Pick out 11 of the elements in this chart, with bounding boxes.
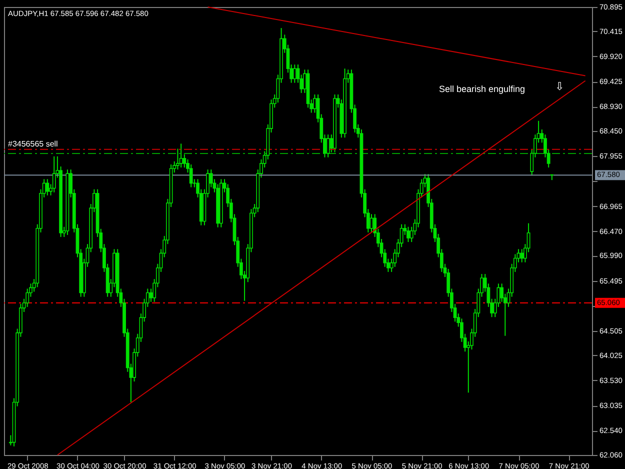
ref-line-label: #3456565 sell bbox=[8, 139, 58, 148]
candlestick bbox=[46, 178, 50, 196]
annotation: ⇩ bbox=[555, 81, 564, 93]
candlestick bbox=[292, 64, 296, 84]
candlestick bbox=[189, 164, 193, 188]
candlestick bbox=[52, 156, 56, 193]
candlestick bbox=[179, 143, 183, 168]
candlestick bbox=[520, 248, 524, 263]
annotation: Sell bearish engulfing bbox=[439, 84, 526, 94]
candlestick bbox=[326, 134, 330, 158]
candlestick bbox=[406, 226, 410, 243]
